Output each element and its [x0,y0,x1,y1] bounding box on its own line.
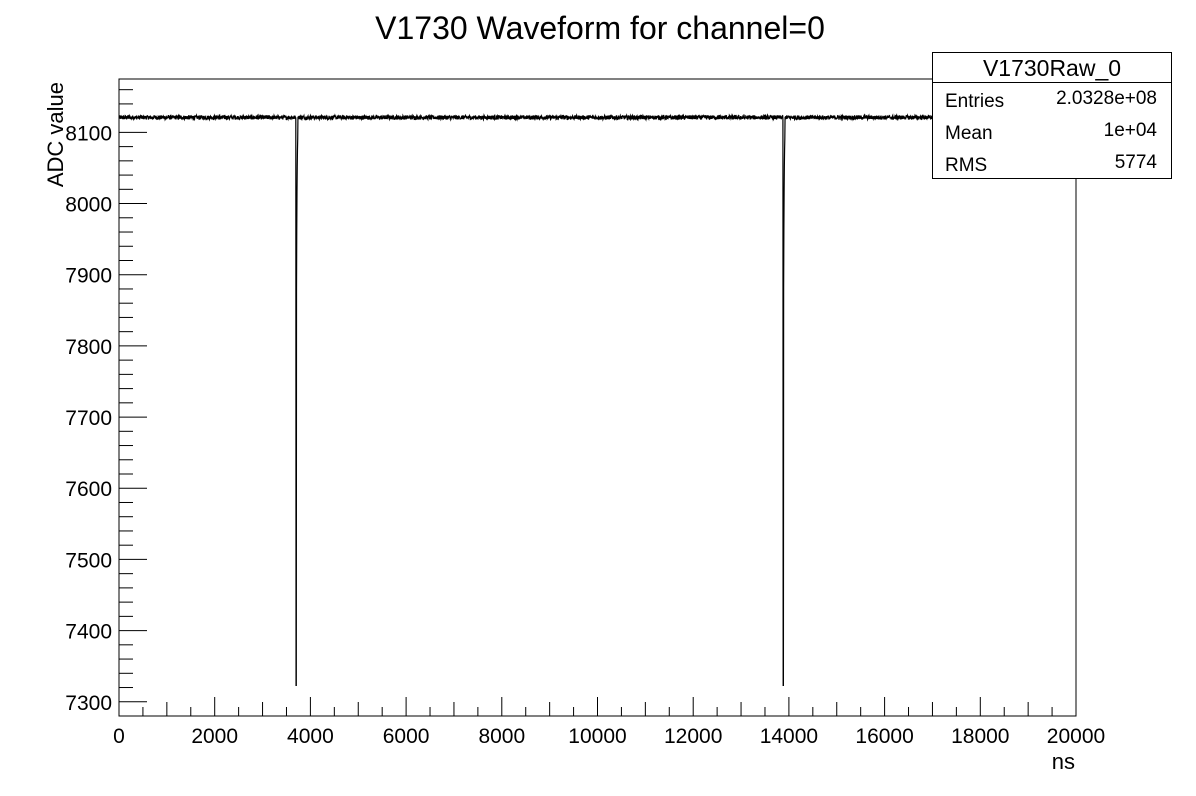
x-axis: 0 2000 4000 6000 8000 10000 12000 14000 16000 180… [113,697,1105,748]
stats-entries-value: 2.0328e+08 [1056,88,1157,109]
x-tick-label: 12000 [664,725,722,748]
stats-rms-label: RMS [945,155,988,176]
x-tick-label: 8000 [478,725,525,748]
stats-box: V1730Raw_0 Entries 2.0328e+08 Mean 1e+04… [932,52,1172,179]
stats-mean-label: Mean [945,123,993,144]
stats-mean-value: 1e+04 [1103,120,1157,141]
x-tick-label: 4000 [287,725,334,748]
y-tick-label: 8100 [65,122,112,145]
y-tick-label: 8000 [65,194,112,217]
chart-title: V1730 Waveform for channel=0 [375,10,825,46]
x-axis-label: ns [1052,749,1075,774]
x-tick-label: 10000 [568,725,626,748]
x-tick-label: 6000 [383,725,430,748]
stats-row-mean: Mean 1e+04 [933,115,1171,147]
y-tick-label: 7300 [65,692,112,715]
y-tick-label: 7500 [65,549,112,572]
y-tick-label: 7400 [65,621,112,644]
waveform-line [118,113,1077,687]
series-layer [118,113,1077,687]
y-tick-label: 7800 [65,336,112,359]
stats-entries-label: Entries [945,91,1005,112]
stats-title: V1730Raw_0 [933,53,1171,83]
y-axis: 7300 7400 7500 7600 7700 7800 7900 8000 8100 [65,89,147,717]
y-tick-label: 7600 [65,478,112,501]
x-tick-label: 14000 [760,725,818,748]
y-axis-label: ADC value [43,82,68,187]
x-tick-label: 0 [113,725,125,748]
x-tick-label: 16000 [855,725,913,748]
y-tick-label: 7700 [65,407,112,430]
stats-row-rms: RMS 5774 [933,147,1171,179]
y-tick-label: 7900 [65,265,112,288]
x-tick-label: 20000 [1047,725,1105,748]
x-tick-label: 18000 [951,725,1009,748]
stats-row-entries: Entries 2.0328e+08 [933,83,1171,115]
stats-rms-value: 5774 [1114,152,1157,173]
x-tick-label: 2000 [191,725,238,748]
